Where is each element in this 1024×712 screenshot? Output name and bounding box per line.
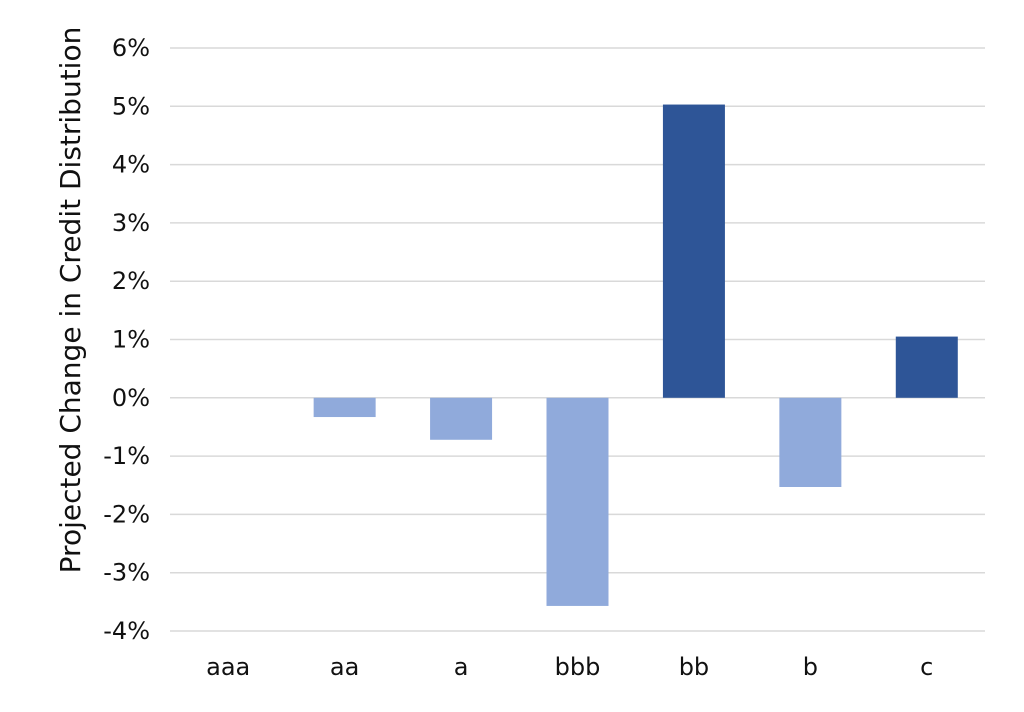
y-tick-label: 6% [112, 34, 150, 62]
bar-a [430, 397, 493, 440]
x-category-label: aaa [206, 653, 250, 681]
bar-c [895, 336, 958, 398]
y-tick-label: 0% [112, 384, 150, 412]
y-tick-label: -2% [103, 500, 150, 528]
y-tick-label: 4% [112, 151, 150, 179]
y-tick-label: -4% [103, 617, 150, 645]
bars [313, 104, 958, 606]
y-tick-label: 3% [112, 209, 150, 237]
bar-aa [313, 397, 376, 418]
x-category-label: a [454, 653, 469, 681]
y-axis-ticks: -4% -3% -2% -1% 0% 1% 2% 3% 4% 5% 6% [103, 34, 150, 645]
x-category-label: b [803, 653, 818, 681]
bar-b [779, 397, 842, 487]
x-category-label: bb [679, 653, 709, 681]
bar-bb [662, 104, 725, 398]
x-category-label: c [920, 653, 933, 681]
y-tick-label: 2% [112, 267, 150, 295]
x-axis-categories: aaa aa a bbb bb b c [206, 653, 933, 681]
bar-bbb [546, 397, 609, 606]
y-tick-label: -3% [103, 559, 150, 587]
y-tick-label: -1% [103, 442, 150, 470]
y-tick-label: 5% [112, 92, 150, 120]
x-category-label: bbb [555, 653, 601, 681]
y-axis-title: Projected Change in Credit Distribution [54, 27, 87, 574]
x-category-label: aa [330, 653, 359, 681]
y-tick-label: 1% [112, 326, 150, 354]
